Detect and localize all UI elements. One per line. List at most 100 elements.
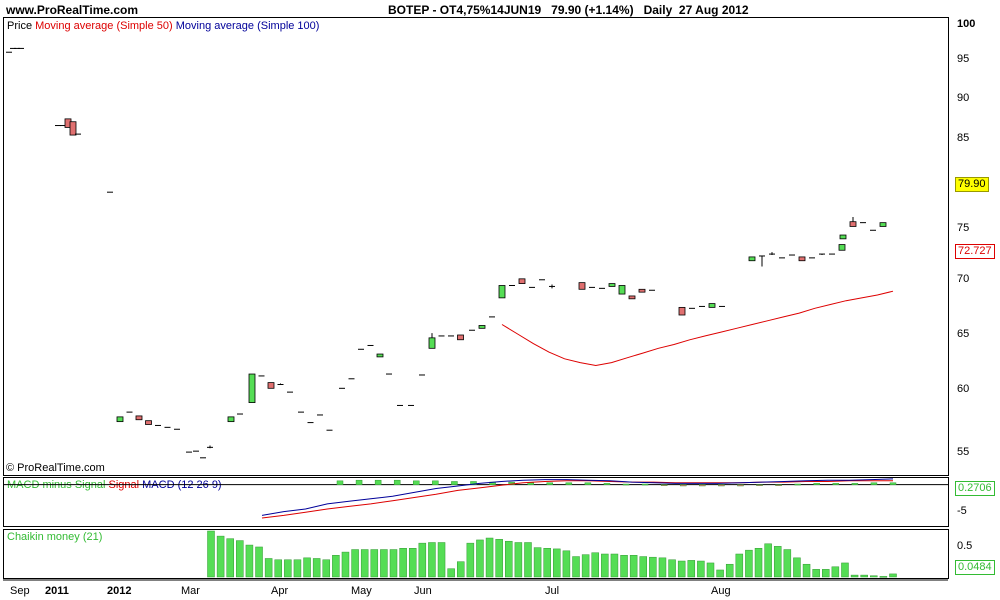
price-tick: 65 [957,328,970,340]
chaikin-bar [581,554,590,578]
macd-hist-bar [851,483,859,485]
chaikin-bar [591,552,599,578]
last-ma-label: 72.727 [955,244,995,259]
chaikin-bar [332,555,340,578]
chaikin-bar [437,542,446,578]
chaikin-bar [360,549,369,578]
candle-body [116,416,124,423]
chaikin-last-label: 0.0484 [955,560,995,575]
macd-hist-bar [660,484,668,486]
macd-hist-bar [832,483,840,485]
chaikin-bar [341,551,350,578]
x-tick: Jun [414,585,432,597]
chaikin-bar [783,549,792,578]
chaikin-bar [841,562,849,578]
price-tick: 85 [957,132,970,144]
chaikin-bar [524,542,532,578]
macd-line [261,478,894,516]
candle-body [849,221,857,227]
candle-body [457,334,464,341]
chaikin-bar [677,560,686,578]
macd-panel[interactable] [3,477,949,527]
chaikin-bar [754,548,763,578]
chaikin-bar [495,539,503,578]
chaikin-panel[interactable] [3,529,949,579]
chaikin-bar [389,549,398,578]
candle-body [248,373,256,403]
price-tick: 70 [957,273,970,285]
chaikin-bar [879,576,888,578]
macd-hist-bar [584,482,592,485]
chaikin-bar [793,557,801,578]
chaikin-bar [822,569,830,578]
candle-body [135,415,143,421]
x-tick: Aug [711,585,731,597]
chaikin-bar [870,575,878,578]
macd-hist-bar [889,482,897,485]
chaikin-bar [236,540,244,578]
macd-hist-bar [432,480,439,485]
chaikin-bar [831,566,840,578]
chaikin-bar [370,549,379,578]
chaikin-bar [725,563,734,578]
chaikin-bar [264,558,273,578]
chaikin-bar [610,553,619,578]
chaikin-bar [533,547,542,578]
chaikin-bar [668,559,676,578]
price-panel[interactable] [3,17,949,476]
macd-legend: MACD minus Signal Signal MACD (12 26 9) [7,479,222,491]
ma50-line [501,290,894,367]
candle-body [145,420,152,425]
price-tick: 90 [957,92,970,104]
chaikin-bar [514,542,523,578]
chaikin-bar [466,542,475,578]
macd-signal-line [261,480,893,519]
legend-price: Price [7,20,33,32]
chaikin-bar [255,546,263,578]
macd-hist-bar [374,479,382,485]
chaikin-bar [629,555,638,578]
chaikin-bar [601,553,609,578]
chaikin-bar [562,550,571,578]
chaikin-bar [716,569,724,578]
macd-hist-bar [870,482,878,485]
chaikin-bar [312,558,321,578]
chaikin-bar [745,549,753,578]
chaikin-bar [245,544,254,578]
chaikin-legend: Chaikin money (21) [7,531,103,543]
chaikin-bar [802,563,811,578]
macd-hist-bar [546,482,554,485]
candle-body [608,283,616,287]
chaikin-bar [658,557,667,578]
legend-ma100: Moving average (Simple 100) [175,20,320,32]
chaikin-bar [322,559,331,578]
macd-hist-bar [603,483,611,485]
macd-hist-bar [794,483,801,486]
chaikin-bar [226,538,234,578]
chaikin-bar [649,556,657,578]
candle-body [628,295,636,300]
chaikin-bar [773,546,782,578]
candle-body [376,353,384,358]
chaikin-bar [351,549,359,578]
chaikin-bar [274,559,282,578]
macd-hist-bar [699,484,706,487]
macd-hist-bar [756,484,763,486]
candle-body [838,244,846,251]
candle-body [839,234,847,240]
chaikin-bar [284,559,292,578]
price-tick: 60 [957,383,970,395]
x-tick: Sep [10,585,30,597]
candle-body [227,416,235,423]
chaikin-bar [418,542,427,578]
last-price-label: 79.90 [955,177,989,192]
price-tick: 55 [957,446,970,458]
macd-hist-bar [679,484,687,487]
macd-hist-bar [622,483,630,486]
candle-body [748,256,756,262]
macd-last-label: 0.2706 [955,481,995,496]
macd-hist-bar [641,483,649,486]
x-tick: May [351,585,372,597]
macd-tick: -5 [957,505,967,517]
